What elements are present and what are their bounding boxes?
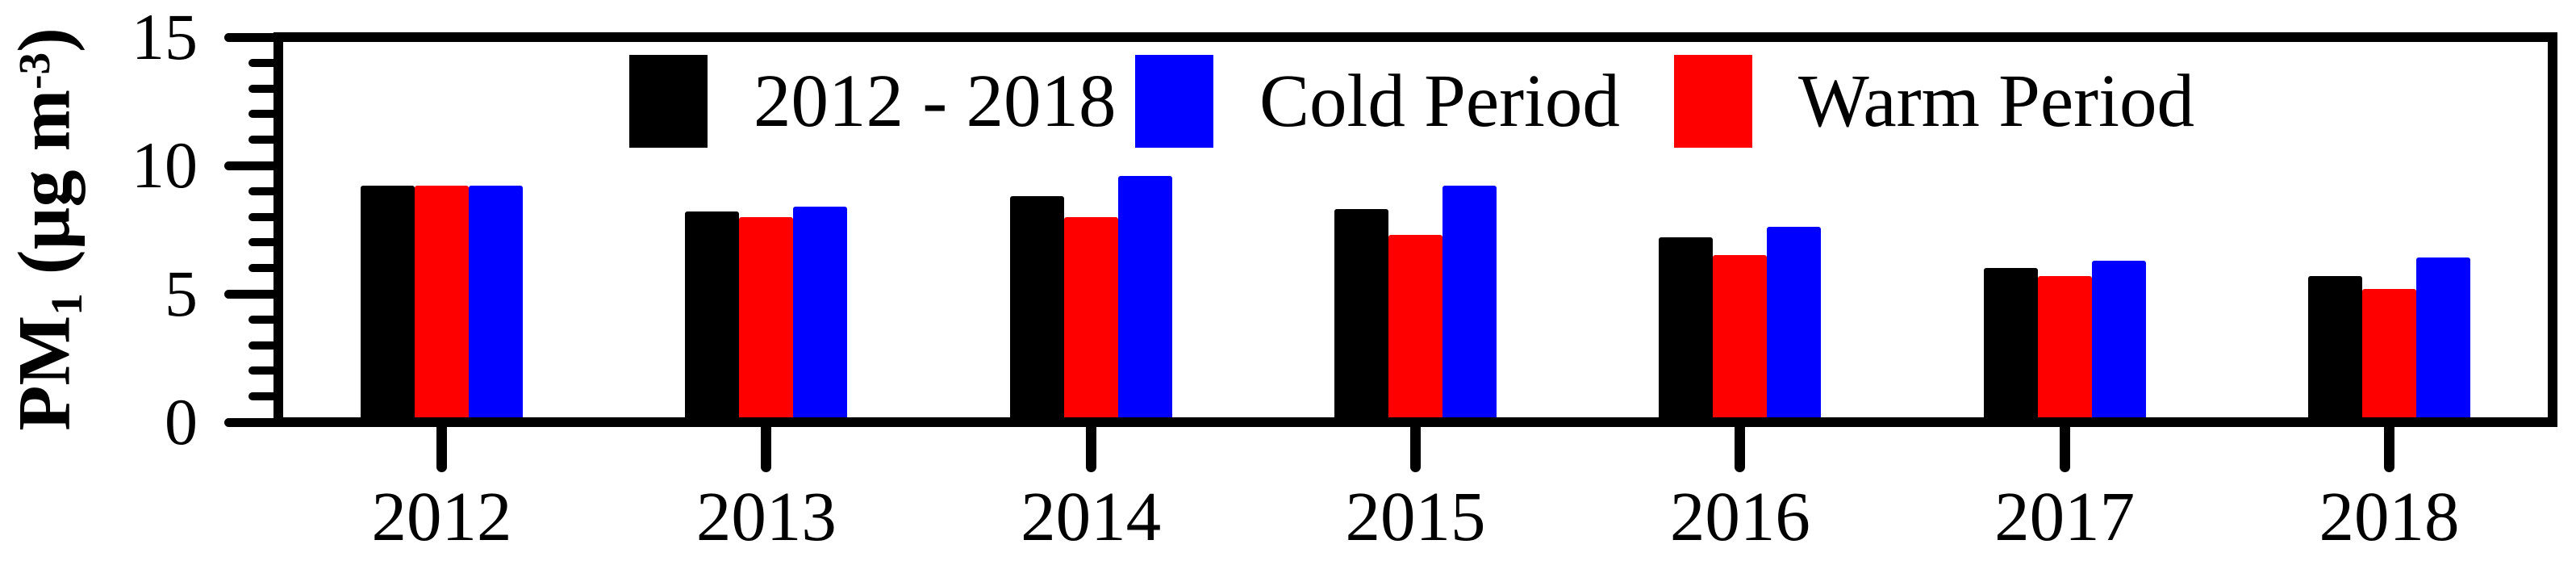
bar-cold-period [1442,186,1497,417]
y-minor-tick [248,366,282,375]
legend-label: 2012 - 2018 [754,60,1117,143]
x-tick-label: 2015 [1345,477,1486,555]
y-minor-tick [248,110,282,119]
bar-warm-period [2037,275,2092,417]
y-minor-tick [248,186,282,195]
legend-swatch-icon [1674,55,1752,148]
legend-item: Cold Period [1135,55,1620,148]
y-tick-label: 5 [165,257,198,330]
legend-swatch-icon [1135,55,1213,148]
y-minor-tick [248,238,282,247]
bar-2012-2018 [685,211,740,417]
bar-cold-period [1117,175,1172,417]
x-tick [1735,427,1746,472]
y-minor-tick [248,84,282,93]
bar-cold-period [2416,257,2470,417]
bar-warm-period [1063,216,1118,417]
x-tick [761,427,772,472]
y-minor-tick [248,136,282,144]
legend-item: 2012 - 2018 [629,55,1116,148]
y-tick-label: 10 [132,128,198,202]
y-tick-label: 0 [165,385,198,458]
x-tick [436,427,447,472]
y-axis-title: PM1 (µg m-3) [0,27,104,431]
bar-warm-period [1388,234,1442,417]
x-tick [2059,427,2070,472]
x-tick-label: 2016 [1669,477,1810,555]
y-major-tick [224,417,282,427]
bar-2012-2018 [2308,275,2362,417]
bar-cold-period [2091,260,2146,417]
x-tick [1410,427,1421,472]
y-minor-tick [248,315,282,324]
y-minor-tick [248,341,282,350]
x-tick [2384,427,2394,472]
y-major-tick [224,289,282,299]
y-major-tick [224,161,282,170]
bar-warm-period [2362,288,2416,417]
bar-warm-period [1713,255,1768,417]
x-tick-label: 2018 [2319,477,2460,555]
y-major-tick [224,32,282,42]
x-tick-label: 2014 [1021,477,1162,555]
bar-cold-period [468,186,523,417]
y-minor-tick [248,392,282,401]
bar-2012-2018 [1334,209,1388,417]
bar-warm-period [414,186,469,417]
bar-2012-2018 [360,186,415,417]
x-tick-label: 2012 [371,477,512,555]
bar-cold-period [793,206,848,417]
bar-cold-period [1767,227,1822,417]
x-tick-label: 2017 [1994,477,2136,555]
y-tick-label: 15 [132,0,198,73]
bar-2012-2018 [1659,237,1714,417]
y-minor-tick [248,58,282,67]
y-minor-tick [248,264,282,273]
bar-warm-period [739,216,794,417]
legend-item: Warm Period [1674,55,2194,148]
bar-2012-2018 [1983,268,2038,417]
legend-label: Cold Period [1259,60,1620,143]
y-minor-tick [248,212,282,221]
legend-label: Warm Period [1798,60,2194,143]
x-tick-label: 2013 [695,477,837,555]
bar-2012-2018 [1009,196,1064,417]
legend-swatch-icon [629,55,708,148]
x-tick [1085,427,1096,472]
